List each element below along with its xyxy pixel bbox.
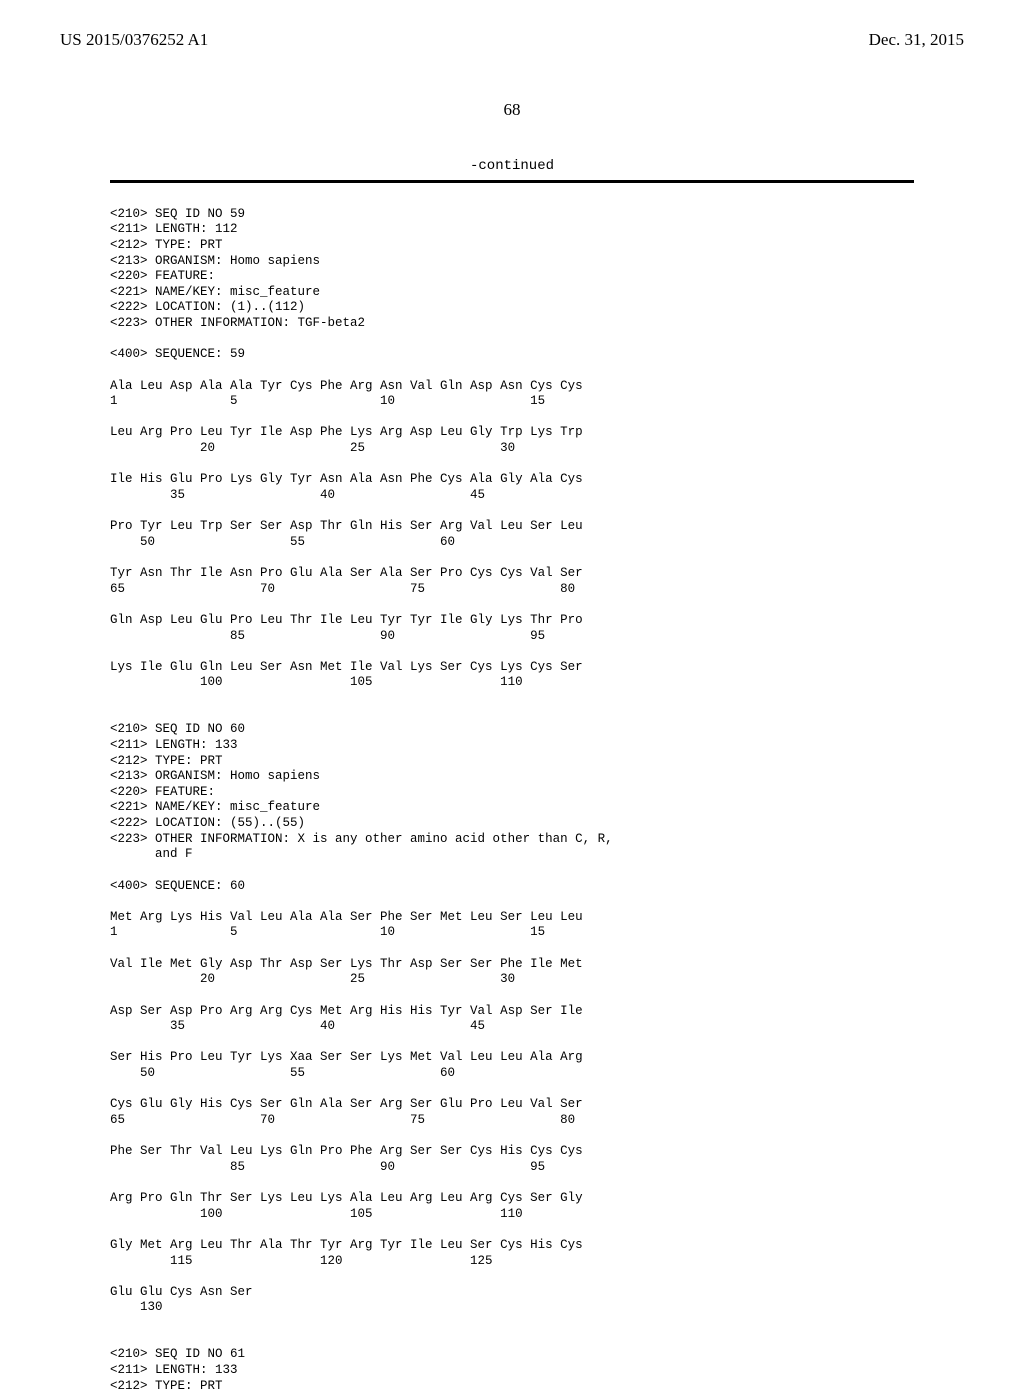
- seq59-meta: <210> SEQ ID NO 59 <211> LENGTH: 112 <21…: [110, 207, 365, 362]
- seq60-meta: <210> SEQ ID NO 60 <211> LENGTH: 133 <21…: [110, 722, 613, 892]
- page-number: 68: [0, 100, 1024, 120]
- seq60-body: Met Arg Lys His Val Leu Ala Ala Ser Phe …: [110, 910, 583, 1315]
- continued-label: -continued: [0, 158, 1024, 174]
- header-left: US 2015/0376252 A1: [60, 30, 208, 50]
- header-right: Dec. 31, 2015: [869, 30, 964, 50]
- seq61-meta: <210> SEQ ID NO 61 <211> LENGTH: 133 <21…: [110, 1347, 245, 1392]
- seq59-body: Ala Leu Asp Ala Ala Tyr Cys Phe Arg Asn …: [110, 379, 583, 690]
- sequence-listing: <210> SEQ ID NO 59 <211> LENGTH: 112 <21…: [110, 191, 914, 1394]
- page-header: US 2015/0376252 A1 Dec. 31, 2015: [0, 0, 1024, 50]
- bottom-rule: [110, 182, 914, 183]
